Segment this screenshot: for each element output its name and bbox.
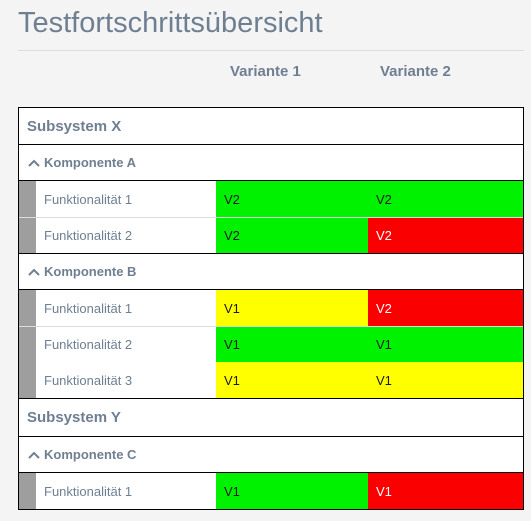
row-stripe: [19, 362, 36, 398]
component-header-komponente-a[interactable]: Komponente A: [18, 145, 524, 181]
status-cell[interactable]: V1: [368, 473, 523, 509]
chevron-up-icon: [28, 451, 42, 459]
status-cell[interactable]: V1: [368, 327, 523, 362]
row-stripe: [19, 181, 36, 217]
component-label: Komponente C: [44, 447, 137, 462]
status-cell[interactable]: V1: [368, 362, 523, 398]
row-stripe: [19, 290, 36, 326]
table-row: Funktionalität 3 V1 V1: [19, 362, 523, 398]
function-label: Funktionalität 1: [44, 300, 133, 316]
chevron-up-icon: [28, 159, 42, 167]
progress-table: Subsystem X Komponente A Funktionalität …: [18, 107, 524, 510]
component-rows: Funktionalität 1 V1 V2 Funktionalität 2 …: [18, 290, 524, 399]
function-label: Funktionalität 3: [44, 372, 133, 388]
status-cell[interactable]: V2: [368, 218, 523, 253]
row-stripe: [19, 473, 36, 509]
component-header-komponente-c[interactable]: Komponente C: [18, 437, 524, 473]
row-stripe: [19, 327, 36, 362]
table-row: Funktionalität 1 V1 V1: [19, 473, 523, 509]
column-header-variante-1: Variante 1: [230, 63, 301, 80]
table-row: Funktionalität 1 V1 V2: [19, 290, 523, 326]
subsystem-header: Subsystem X: [18, 107, 524, 145]
status-cell[interactable]: V2: [216, 218, 368, 253]
component-label: Komponente B: [44, 264, 137, 279]
status-cell[interactable]: V2: [216, 181, 368, 217]
table-row: Funktionalität 2 V1 V1: [19, 326, 523, 362]
table-row: Funktionalität 1 V2 V2: [19, 181, 523, 217]
status-cell[interactable]: V1: [216, 327, 368, 362]
function-label: Funktionalität 2: [44, 337, 133, 352]
function-label: Funktionalität 1: [44, 191, 133, 207]
page-title: Testfortschrittsübersicht: [18, 7, 323, 39]
component-header-komponente-b[interactable]: Komponente B: [18, 254, 524, 290]
function-label: Funktionalität 2: [44, 228, 133, 243]
status-cell[interactable]: V2: [368, 181, 523, 217]
status-cell[interactable]: V1: [216, 290, 368, 326]
status-cell[interactable]: V2: [368, 290, 523, 326]
title-divider: [18, 50, 524, 51]
function-label: Funktionalität 1: [44, 483, 133, 499]
table-row: Funktionalität 2 V2 V2: [19, 217, 523, 253]
subsystem-header: Subsystem Y: [18, 399, 524, 437]
row-stripe: [19, 218, 36, 253]
status-cell[interactable]: V1: [216, 362, 368, 398]
component-label: Komponente A: [44, 155, 136, 170]
component-rows: Funktionalität 1 V2 V2 Funktionalität 2 …: [18, 181, 524, 254]
status-cell[interactable]: V1: [216, 473, 368, 509]
chevron-up-icon: [28, 268, 42, 276]
column-header-variante-2: Variante 2: [380, 63, 451, 80]
component-rows: Funktionalität 1 V1 V1: [18, 473, 524, 510]
